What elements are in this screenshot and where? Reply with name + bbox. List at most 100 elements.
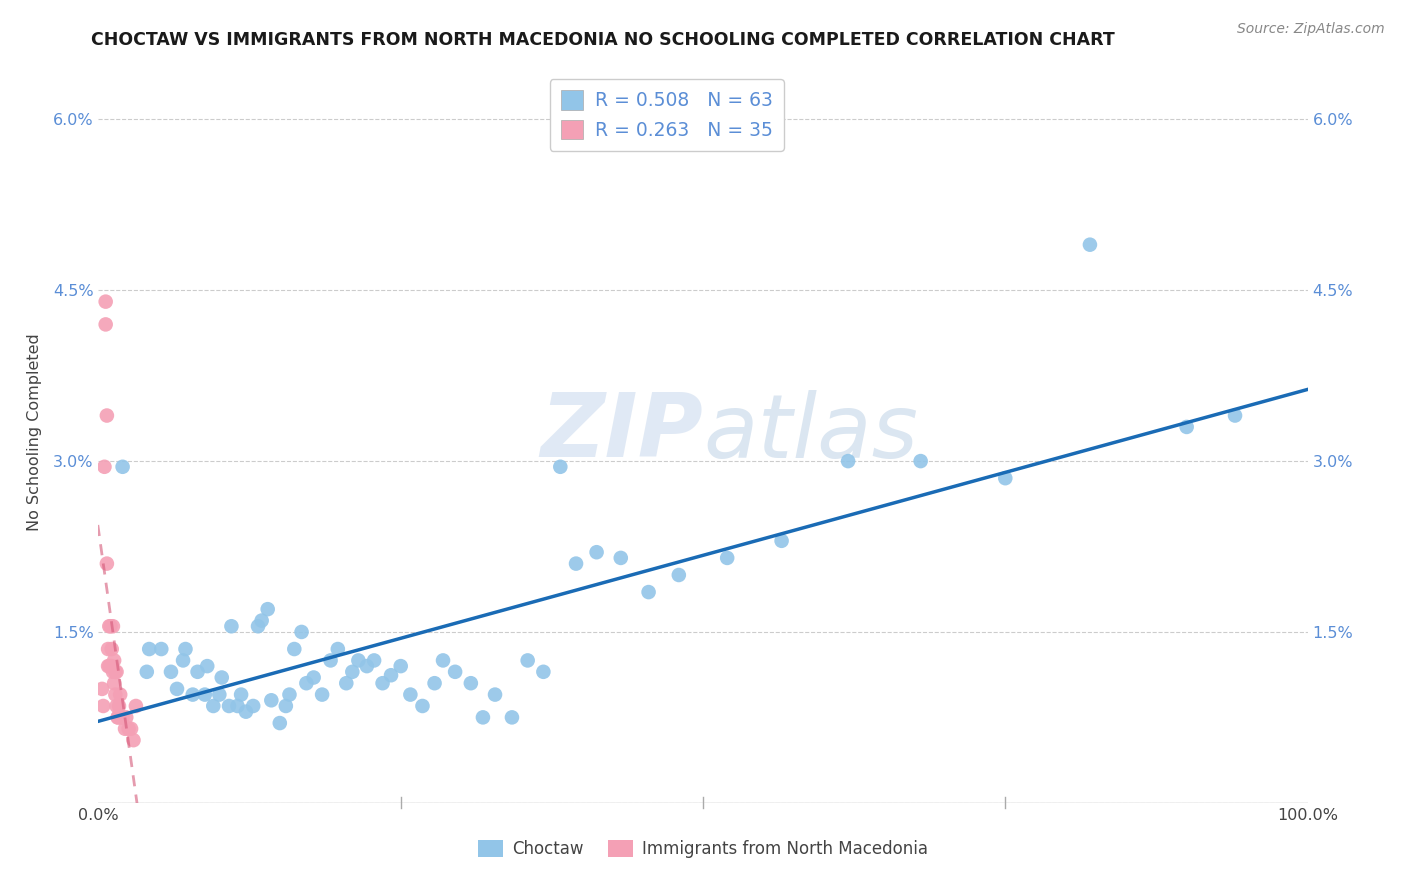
Point	[585, 545, 607, 559]
Point	[226, 698, 249, 713]
Point	[103, 676, 125, 690]
Point	[111, 710, 134, 724]
Point	[290, 624, 312, 639]
Point	[108, 688, 131, 702]
Y-axis label: No Schooling Completed: No Schooling Completed	[27, 334, 42, 532]
Point	[531, 665, 554, 679]
Point	[302, 671, 325, 685]
Point	[93, 459, 115, 474]
Point	[269, 716, 291, 731]
Point	[319, 653, 342, 667]
Point	[100, 619, 122, 633]
Point	[96, 557, 118, 571]
Point	[356, 659, 378, 673]
Point	[235, 705, 257, 719]
Point	[460, 676, 482, 690]
Point	[101, 619, 124, 633]
Point	[283, 642, 305, 657]
Point	[411, 698, 433, 713]
Point	[122, 733, 145, 747]
Point	[432, 653, 454, 667]
Point	[335, 676, 357, 690]
Point	[120, 722, 142, 736]
Point	[380, 668, 402, 682]
Text: Source: ZipAtlas.com: Source: ZipAtlas.com	[1237, 22, 1385, 37]
Point	[347, 653, 370, 667]
Point	[115, 710, 138, 724]
Point	[610, 550, 633, 565]
Point	[1078, 237, 1101, 252]
Point	[100, 659, 122, 673]
Point	[716, 550, 738, 565]
Point	[363, 653, 385, 667]
Point	[668, 568, 690, 582]
Point	[910, 454, 932, 468]
Point	[994, 471, 1017, 485]
Point	[97, 642, 120, 657]
Point	[138, 642, 160, 657]
Point	[295, 676, 318, 690]
Point	[342, 665, 364, 679]
Point	[471, 710, 494, 724]
Point	[104, 665, 127, 679]
Point	[103, 653, 125, 667]
Point	[187, 665, 209, 679]
Point	[550, 459, 572, 474]
Point	[208, 688, 231, 702]
Point	[274, 698, 297, 713]
Point	[104, 688, 127, 702]
Point	[174, 642, 197, 657]
Point	[100, 659, 122, 673]
Point	[423, 676, 446, 690]
Point	[202, 698, 225, 713]
Point	[371, 676, 394, 690]
Point	[260, 693, 283, 707]
Point	[91, 681, 114, 696]
Point	[160, 665, 183, 679]
Point	[105, 698, 128, 713]
Point	[91, 698, 114, 713]
Text: ZIP: ZIP	[540, 389, 703, 476]
Point	[501, 710, 523, 724]
Point	[242, 698, 264, 713]
Point	[101, 665, 124, 679]
Point	[247, 619, 270, 633]
Point	[389, 659, 412, 673]
Point	[1223, 409, 1246, 423]
Point	[166, 681, 188, 696]
Point	[211, 671, 233, 685]
Point	[110, 710, 132, 724]
Point	[98, 619, 121, 633]
Point	[484, 688, 506, 702]
Point	[94, 318, 117, 332]
Point	[250, 614, 273, 628]
Point	[100, 642, 122, 657]
Point	[94, 294, 117, 309]
Point	[107, 710, 129, 724]
Point	[135, 665, 157, 679]
Point	[114, 722, 136, 736]
Point	[565, 557, 588, 571]
Point	[195, 659, 218, 673]
Point	[444, 665, 467, 679]
Point	[516, 653, 538, 667]
Point	[218, 698, 240, 713]
Point	[125, 698, 148, 713]
Point	[256, 602, 278, 616]
Point	[108, 698, 131, 713]
Point	[96, 409, 118, 423]
Text: atlas: atlas	[703, 390, 918, 475]
Point	[770, 533, 793, 548]
Point	[278, 688, 301, 702]
Point	[97, 659, 120, 673]
Point	[107, 710, 129, 724]
Point	[311, 688, 333, 702]
Point	[111, 459, 134, 474]
Legend: Choctaw, Immigrants from North Macedonia: Choctaw, Immigrants from North Macedonia	[472, 833, 934, 865]
Point	[399, 688, 422, 702]
Point	[105, 665, 128, 679]
Point	[229, 688, 252, 702]
Point	[150, 642, 173, 657]
Text: CHOCTAW VS IMMIGRANTS FROM NORTH MACEDONIA NO SCHOOLING COMPLETED CORRELATION CH: CHOCTAW VS IMMIGRANTS FROM NORTH MACEDON…	[91, 31, 1115, 49]
Point	[194, 688, 217, 702]
